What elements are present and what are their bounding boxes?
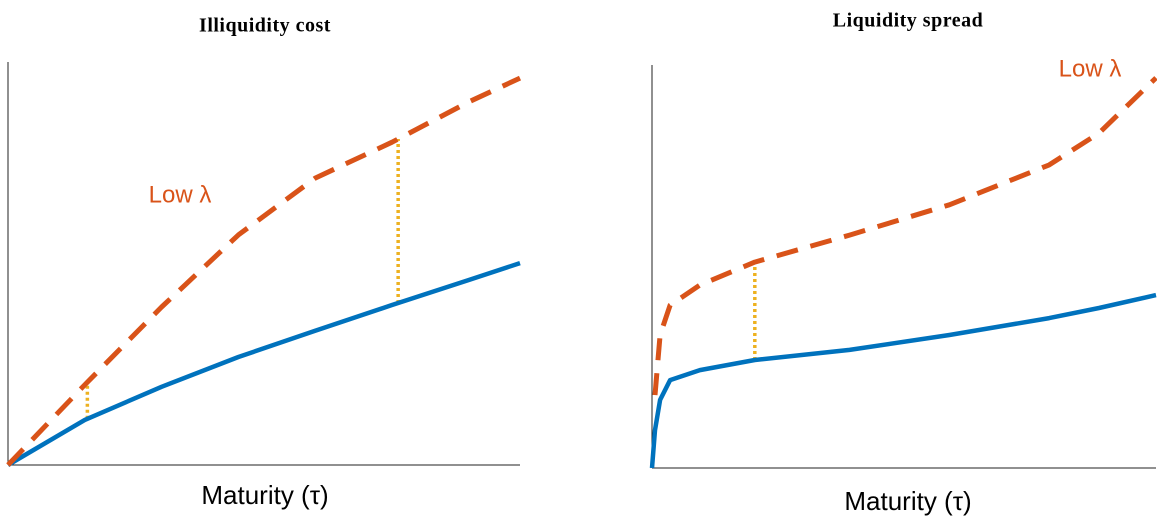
series-line: [652, 76, 1157, 396]
series-line: [6, 260, 521, 467]
series-line: [6, 75, 522, 467]
x-axis-label: Maturity (τ): [201, 480, 328, 510]
chart-title: Illiquidity cost: [199, 15, 331, 37]
chart-title: Liquidity spread: [833, 10, 983, 32]
series-line: [649, 292, 1157, 469]
annotation: Low λ: [149, 181, 212, 208]
annotation: Low λ: [1059, 55, 1122, 82]
x-axis-label: Maturity (τ): [844, 486, 971, 516]
